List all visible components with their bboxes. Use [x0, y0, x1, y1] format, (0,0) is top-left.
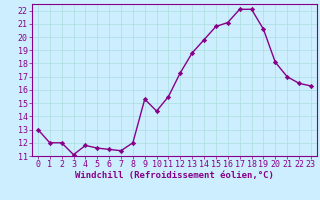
X-axis label: Windchill (Refroidissement éolien,°C): Windchill (Refroidissement éolien,°C) — [75, 171, 274, 180]
